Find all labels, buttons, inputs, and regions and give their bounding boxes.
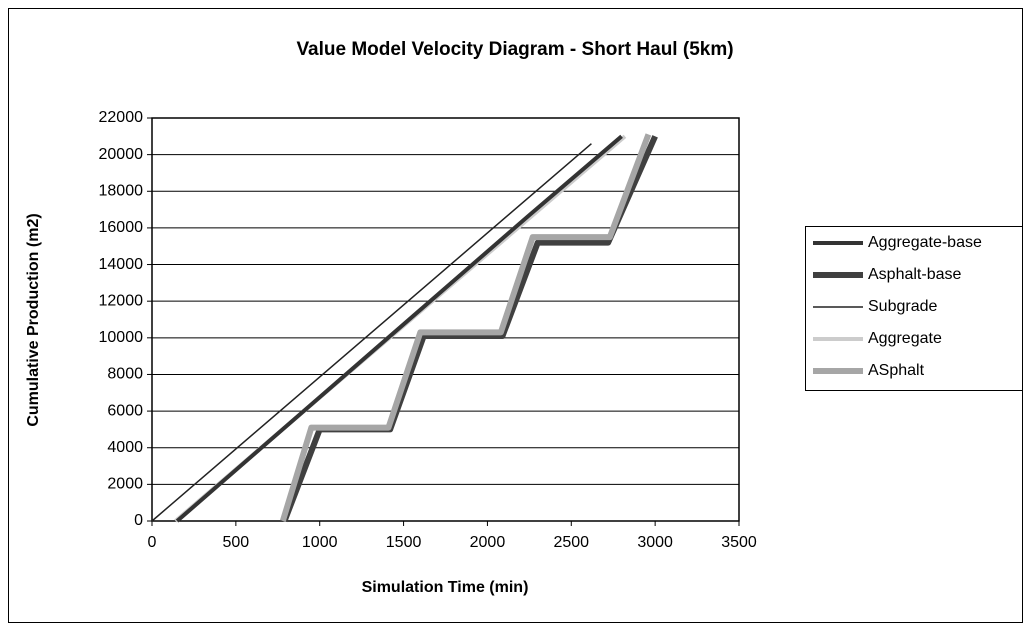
x-tick-label: 500 [223, 534, 250, 551]
x-tick-label: 2500 [553, 534, 589, 551]
legend-box [805, 226, 1023, 391]
legend-label: Aggregate [868, 330, 942, 347]
y-tick-label: 12000 [99, 292, 144, 309]
y-tick-label: 18000 [99, 182, 144, 199]
y-tick-label: 10000 [99, 329, 144, 346]
legend-label: Subgrade [868, 298, 937, 315]
x-tick-label: 0 [148, 534, 157, 551]
legend-label: Aggregate-base [868, 234, 982, 251]
legend-label: ASphalt [868, 362, 925, 379]
y-tick-label: 22000 [99, 109, 144, 126]
series-line [175, 134, 623, 523]
y-tick-label: 2000 [107, 476, 143, 493]
x-axis-title: Simulation Time (min) [362, 579, 529, 596]
x-tick-label: 1000 [302, 534, 338, 551]
y-tick-label: 6000 [107, 402, 143, 419]
chart-title: Value Model Velocity Diagram - Short Hau… [296, 39, 733, 60]
x-tick-label: 3500 [721, 534, 757, 551]
y-tick-label: 4000 [107, 439, 143, 456]
x-tick-label: 3000 [637, 534, 673, 551]
y-tick-label: 14000 [99, 256, 144, 273]
y-tick-label: 16000 [99, 219, 144, 236]
y-tick-label: 20000 [99, 146, 144, 163]
series-line [279, 133, 652, 522]
x-tick-label: 1500 [386, 534, 422, 551]
y-tick-label: 8000 [107, 366, 143, 383]
legend-label: Asphalt-base [868, 266, 961, 283]
y-tick-label: 0 [134, 512, 143, 529]
plot-area [151, 117, 740, 522]
series-line [151, 143, 592, 522]
x-tick-label: 2000 [470, 534, 506, 551]
y-axis-title: Cumulative Production (m2) [25, 213, 42, 426]
